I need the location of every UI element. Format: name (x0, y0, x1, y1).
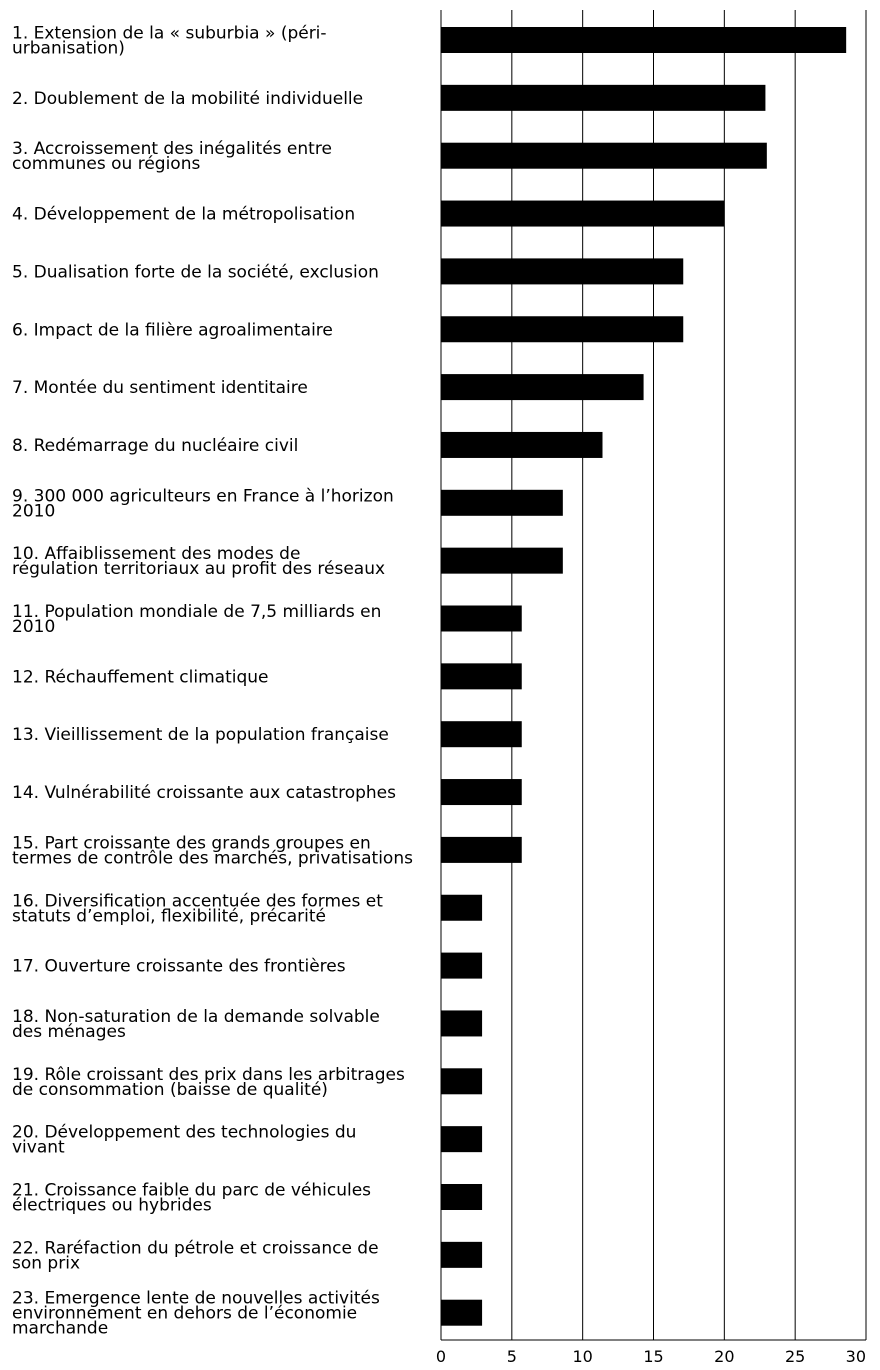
category-label-3: 3. Accroissement des inégalités entre com… (12, 139, 332, 174)
bar-2 (441, 84, 766, 111)
category-label-23: 23. Emergence lente de nouvelles activit… (12, 1289, 380, 1339)
bar-21 (441, 1184, 483, 1210)
category-label-9: 9. 300 000 agriculteurs en France à l’ho… (12, 486, 394, 521)
bar-16 (441, 894, 483, 921)
bar-18 (441, 1010, 483, 1037)
category-label-8: 8. Redémarrage du nucléaire civil (12, 436, 298, 456)
bar-1 (441, 27, 847, 53)
bar-20 (441, 1126, 483, 1153)
x-axis-ticks: 0 5 10 15 20 25 30 (436, 1347, 866, 1366)
bar-13 (441, 721, 522, 748)
bar-23 (441, 1299, 483, 1326)
tick-label-20: 20 (714, 1347, 734, 1366)
category-label-12: 12. Réchauffement climatique (12, 667, 268, 687)
tick-label-10: 10 (572, 1347, 592, 1366)
bar-7 (441, 374, 644, 401)
gridlines (440, 10, 867, 1341)
tick-label-5: 5 (507, 1347, 517, 1366)
category-label-10: 10. Affaiblissement des modes de régulati… (12, 544, 385, 579)
bars (441, 27, 847, 1326)
category-label-16: 16. Diversification accentuée des formes… (12, 891, 383, 926)
bar-14 (441, 779, 522, 806)
bar-12 (441, 663, 522, 690)
category-label-4: 4. Développement de la métropolisation (12, 205, 355, 225)
bar-10 (441, 547, 563, 574)
tick-label-30: 30 (846, 1347, 866, 1366)
bar-4 (441, 200, 725, 227)
bar-8 (441, 431, 603, 458)
category-label-20: 20. Développement des technologies du viv… (12, 1123, 356, 1158)
category-label-17: 17. Ouverture croissante des frontières (12, 957, 346, 977)
category-label-19: 19. Rôle croissant des prix dans les arb… (12, 1065, 405, 1100)
category-label-11: 11. Population mondiale de 7,5 milliards… (12, 602, 381, 637)
tick-label-0: 0 (436, 1347, 446, 1366)
category-label-6: 6. Impact de la filière agroalimentaire (12, 320, 333, 340)
category-label-21: 21. Croissance faible du parc de véhicul… (12, 1181, 371, 1216)
category-label-22: 22. Raréfaction du pétrole et croissance… (12, 1238, 379, 1273)
category-label-1: 1. Extension de la « suburbia » (péri-ur… (12, 24, 327, 59)
category-label-18: 18. Non-saturation de la demande solvabl… (12, 1007, 380, 1042)
tick-label-25: 25 (785, 1347, 805, 1366)
bar-19 (441, 1068, 483, 1095)
bar-3 (441, 142, 767, 169)
category-label-5: 5. Dualisation forte de la société, excl… (12, 262, 379, 282)
bar-15 (441, 836, 522, 863)
category-label-2: 2. Doublement de la mobilité individuell… (12, 89, 363, 109)
bar-17 (441, 952, 483, 979)
category-label-15: 15. Part croissante des grands groupes e… (12, 833, 413, 868)
bar-11 (441, 605, 522, 632)
category-label-13: 13. Vieillissement de la population fran… (12, 725, 389, 745)
category-label-7: 7. Montée du sentiment identitaire (12, 378, 308, 398)
tick-label-15: 15 (643, 1347, 663, 1366)
bar-9 (441, 489, 563, 516)
bar-5 (441, 258, 684, 285)
bar-22 (441, 1241, 483, 1268)
bar-6 (441, 316, 684, 343)
category-label-14: 14. Vulnérabilité croissante aux catastr… (12, 783, 396, 803)
category-labels: 1. Extension de la « suburbia » (péri-ur… (12, 24, 413, 1339)
